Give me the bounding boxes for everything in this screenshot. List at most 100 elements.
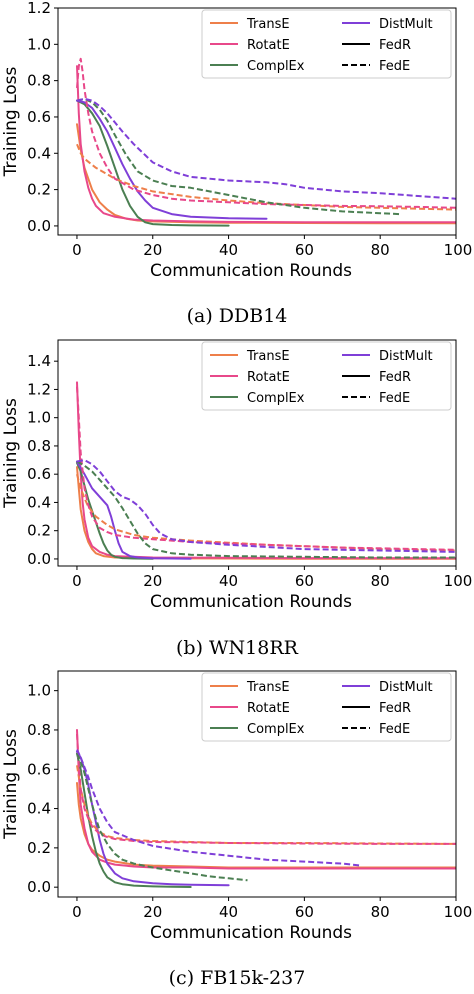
y-axis-label: Training Loss xyxy=(1,66,21,177)
legend: TransE RotatE ComplEx DistMult FedR FedE xyxy=(201,9,452,79)
legend-label-transe: TransE xyxy=(246,349,290,364)
legend-label-rotate: RotatE xyxy=(247,370,290,385)
y-tick-label: 0.6 xyxy=(27,108,51,126)
legend: TransE RotatE ComplEx DistMult FedR FedE xyxy=(201,341,452,411)
series-line-complex-fede xyxy=(76,460,456,559)
x-tick-label: 80 xyxy=(371,903,390,921)
y-tick-label: 0.4 xyxy=(27,144,51,162)
y-tick-label: 0.2 xyxy=(27,181,51,199)
series-line-distmult-fedr xyxy=(76,750,230,887)
chart-fb15k-237: 0 20 40 60 80 100 0.0 0.2 0.4 0.6 0.8 1.0 Communicat… xyxy=(1,670,473,989)
legend-label-transe: TransE xyxy=(246,680,290,695)
y-tick-label: 0.8 xyxy=(27,72,51,90)
x-axis-label: Communication Rounds xyxy=(150,592,352,612)
legend-label-complex: ComplEx xyxy=(247,722,305,737)
series-line-transe-fede xyxy=(76,473,456,552)
x-tick-label-edge: 100 xyxy=(444,572,473,590)
legend-label-complex: ComplEx xyxy=(247,391,305,406)
legend-label-rotate: RotatE xyxy=(247,38,290,53)
y-tick-label: 1.2 xyxy=(27,380,51,398)
legend-label-distmult: DistMult xyxy=(379,17,433,32)
x-tick-label: 20 xyxy=(143,903,162,921)
legend: TransE RotatE ComplEx DistMult FedR FedE xyxy=(201,672,452,742)
legend-label-rotate: RotatE xyxy=(247,701,290,716)
series-line-rotate-fede xyxy=(76,386,456,551)
plot-frame xyxy=(57,7,457,236)
y-tick-label: 1.0 xyxy=(27,682,51,700)
legend-label-fedr: FedR xyxy=(379,701,411,716)
series-group xyxy=(76,57,456,227)
series-line-complex-fedr xyxy=(76,752,192,888)
y-tick-label: 0.0 xyxy=(27,550,51,568)
x-tick-label: 0 xyxy=(72,241,82,259)
y-tick-label: 1.4 xyxy=(27,352,51,370)
legend-label-fede: FedE xyxy=(379,59,410,74)
chart-ddb14: 0 20 40 60 80 100 0.0 0.2 0.4 0.6 0.8 1.0 1.2 Communi… xyxy=(1,0,473,327)
series-line-distmult-fedr xyxy=(76,99,268,220)
figure-caption: (b) WN18RR xyxy=(176,637,299,659)
x-axis-label: Communication Rounds xyxy=(150,923,352,943)
series-line-rotate-fedr xyxy=(76,729,456,870)
chart-wn18rr: 0 20 40 60 80 100 0.0 0.2 0.4 0.6 0.8 1.0 1.2 1.4 Comm… xyxy=(1,339,473,659)
y-tick-label: 0.0 xyxy=(27,878,51,896)
figure-caption: (c) FB15k-237 xyxy=(169,967,306,989)
series-line-rotate-fede xyxy=(76,57,456,209)
legend-label-fedr: FedR xyxy=(379,38,411,53)
series-line-transe-fede xyxy=(76,143,456,211)
x-tick-label: 20 xyxy=(143,241,162,259)
x-tick-label: 80 xyxy=(371,572,390,590)
x-tick-label: 20 xyxy=(143,572,162,590)
series-line-rotate-fedr xyxy=(76,381,456,560)
series-line-distmult-fede xyxy=(76,749,362,867)
series-line-distmult-fede xyxy=(76,97,456,200)
series-line-distmult-fedr xyxy=(76,460,192,560)
series-line-transe-fedr xyxy=(76,123,456,225)
plot-frame xyxy=(57,670,457,898)
figure-caption: (a) DDB14 xyxy=(187,305,288,327)
series-line-complex-fedr xyxy=(76,99,230,227)
y-tick-label: 0.2 xyxy=(27,839,51,857)
y-tick-label: 0.4 xyxy=(27,800,51,818)
series-group xyxy=(76,729,456,888)
series-line-transe-fedr xyxy=(76,466,456,560)
legend-box xyxy=(201,341,452,411)
legend-label-distmult: DistMult xyxy=(379,680,433,695)
x-tick-label-edge: 100 xyxy=(444,241,473,259)
series-line-transe-fede xyxy=(76,765,456,845)
y-tick-label: 0.6 xyxy=(27,465,51,483)
x-tick-label: 60 xyxy=(295,903,314,921)
y-tick-label: 0.8 xyxy=(27,721,51,739)
legend-label-fedr: FedR xyxy=(379,370,411,385)
series-line-transe-fedr xyxy=(76,782,456,869)
x-tick-label: 0 xyxy=(72,903,82,921)
y-axis-label: Training Loss xyxy=(1,729,21,840)
legend-label-complex: ComplEx xyxy=(247,59,305,74)
y-tick-label: 0.4 xyxy=(27,493,51,511)
legend-box xyxy=(201,9,452,79)
legend-label-distmult: DistMult xyxy=(379,349,433,364)
legend-label-transe: TransE xyxy=(246,17,290,32)
series-line-complex-fede xyxy=(76,97,400,216)
legend-label-fede: FedE xyxy=(379,722,410,737)
x-tick-label: 60 xyxy=(295,572,314,590)
x-tick-label: 40 xyxy=(219,903,238,921)
legend-box xyxy=(201,672,452,742)
x-tick-label: 0 xyxy=(72,572,82,590)
series-group xyxy=(76,381,456,560)
y-tick-label: 1.0 xyxy=(27,35,51,53)
x-axis-label: Communication Rounds xyxy=(150,261,352,281)
x-tick-label: 40 xyxy=(219,241,238,259)
y-tick-label: 0.6 xyxy=(27,760,51,778)
y-tick-label: 0.8 xyxy=(27,437,51,455)
x-tick-label: 60 xyxy=(295,241,314,259)
x-tick-label-edge: 100 xyxy=(444,903,473,921)
series-line-distmult-fede xyxy=(76,459,456,553)
series-line-rotate-fede xyxy=(76,733,456,845)
y-tick-label: 0.2 xyxy=(27,522,51,540)
series-line-complex-fede xyxy=(76,753,248,882)
x-tick-label: 40 xyxy=(219,572,238,590)
y-tick-label: 1.2 xyxy=(27,0,51,17)
x-tick-label: 80 xyxy=(371,241,390,259)
y-axis-label: Training Loss xyxy=(1,398,21,509)
